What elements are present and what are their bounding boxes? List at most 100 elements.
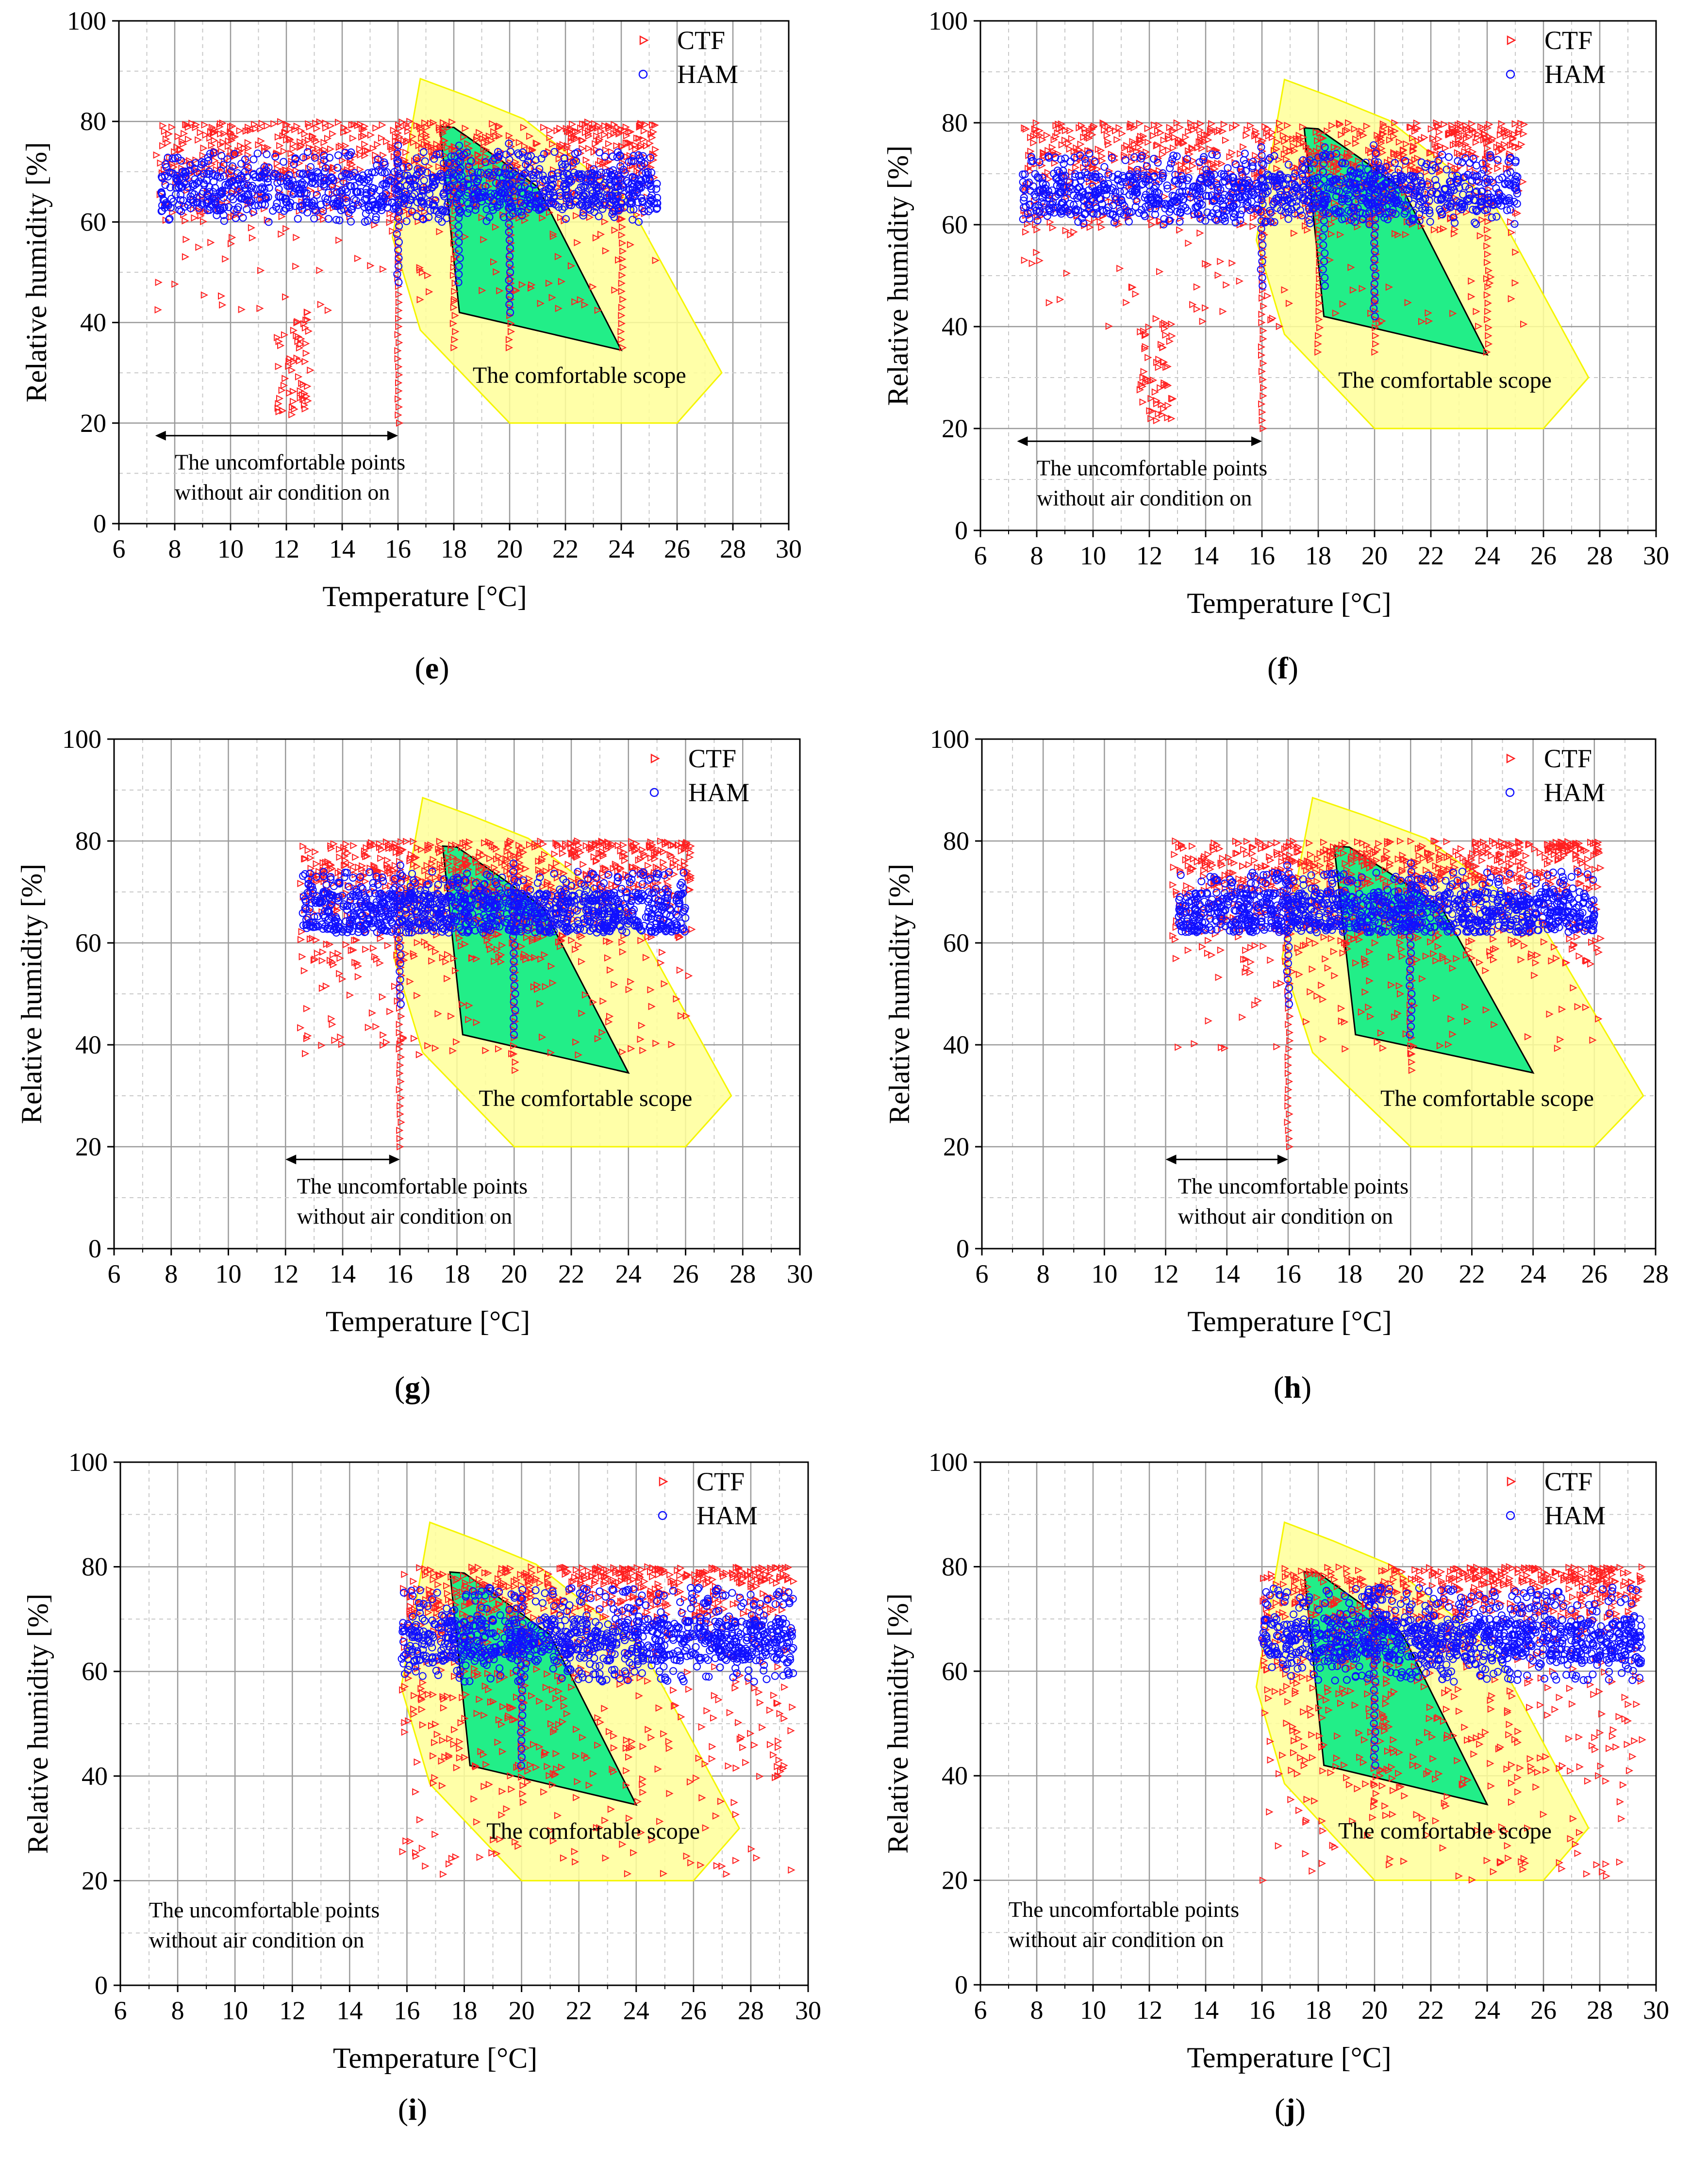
ctf-point (1164, 363, 1172, 370)
ctf-point (496, 122, 503, 130)
ctf-point (1455, 135, 1462, 143)
ham-point (394, 157, 402, 166)
ham-point (1159, 171, 1167, 180)
x-tick-label: 26 (664, 534, 690, 563)
ham-point (535, 191, 543, 199)
ham-point (1477, 170, 1486, 178)
ham-point (607, 192, 615, 200)
ctf-point (1502, 132, 1510, 140)
ham-point (364, 202, 372, 211)
ham-point (1103, 185, 1111, 193)
ctf-point (546, 133, 554, 142)
ham-point (394, 181, 402, 190)
ctf-point (1447, 162, 1455, 170)
ham-point (1201, 216, 1210, 225)
ham-point (173, 171, 181, 180)
ham-point (439, 207, 448, 215)
ctf-point (395, 387, 403, 395)
ham-point (1300, 196, 1308, 204)
ham-point (1125, 217, 1133, 226)
ctf-point (1127, 120, 1135, 128)
ctf-point (418, 269, 427, 277)
ctf-point (485, 132, 494, 140)
ctf-point (1483, 139, 1491, 147)
ctf-point (1459, 152, 1467, 160)
ctf-point (1484, 144, 1492, 152)
ham-point (177, 207, 185, 215)
ham-point (228, 177, 236, 186)
ham-point (1371, 157, 1379, 165)
ham-point (505, 212, 514, 220)
ham-point (1121, 156, 1129, 165)
ham-point (1266, 209, 1275, 217)
ctf-point (1265, 132, 1273, 140)
ctf-point (1168, 332, 1176, 340)
ctf-point (639, 1047, 647, 1055)
ham-point (299, 153, 307, 162)
ctf-point (322, 119, 330, 127)
ctf-point (1193, 122, 1201, 130)
ham-point (1044, 187, 1053, 195)
ctf-point (439, 128, 447, 136)
ctf-point (1081, 125, 1089, 133)
ham-point (530, 171, 538, 180)
ham-point (590, 208, 598, 216)
ctf-point (1129, 146, 1137, 153)
ham-point (1379, 181, 1388, 190)
ctf-point (1068, 135, 1076, 143)
ctf-point (1284, 121, 1292, 130)
ham-point (624, 179, 632, 187)
ham-point (394, 214, 402, 222)
ctf-point (542, 867, 550, 875)
ham-point (535, 165, 544, 173)
ctf-point (1089, 164, 1097, 172)
ctf-point (339, 975, 347, 983)
ctf-point (450, 303, 458, 312)
ham-point (506, 148, 514, 156)
ctf-point (1155, 410, 1162, 418)
ctf-point (1274, 138, 1281, 146)
ctf-point (1139, 398, 1147, 406)
ctf-point (505, 344, 514, 352)
ctf-point (546, 126, 554, 134)
ctf-point (1247, 122, 1255, 130)
ctf-point (1164, 381, 1172, 390)
ham-point (1266, 154, 1274, 162)
ctf-point (423, 123, 431, 132)
ctf-point (1400, 151, 1408, 159)
ctf-point (360, 132, 368, 140)
ctf-point (611, 286, 619, 294)
ham-point (596, 176, 604, 184)
ctf-point (1411, 127, 1419, 135)
ham-point (539, 200, 547, 208)
ctf-point (282, 121, 290, 129)
ctf-point (435, 163, 443, 171)
ham-point (1111, 193, 1119, 201)
ctf-point (1275, 156, 1283, 164)
ham-point (1343, 186, 1351, 195)
ctf-point (533, 140, 542, 148)
ctf-point (274, 334, 282, 342)
ctf-point (1506, 165, 1514, 173)
ham-point (1114, 176, 1122, 184)
ham-point (1270, 218, 1278, 226)
ctf-point (1089, 131, 1096, 139)
ctf-point (465, 843, 473, 851)
ham-point (1356, 208, 1364, 216)
ham-point (1394, 186, 1402, 194)
ham-point (1392, 199, 1401, 207)
ham-point (1284, 174, 1292, 182)
ham-point (498, 174, 507, 182)
ctf-point (539, 214, 547, 222)
ham-point (1370, 255, 1378, 264)
ctf-point (1330, 143, 1339, 151)
ctf-point (618, 215, 626, 223)
ctf-point (1475, 130, 1482, 138)
ham-point (1169, 151, 1177, 160)
ham-point (455, 141, 464, 150)
ctf-point (504, 856, 512, 864)
ham-point (505, 139, 513, 148)
ham-point (1259, 241, 1267, 249)
ctf-point (1316, 226, 1324, 234)
ctf-point (1061, 136, 1069, 144)
